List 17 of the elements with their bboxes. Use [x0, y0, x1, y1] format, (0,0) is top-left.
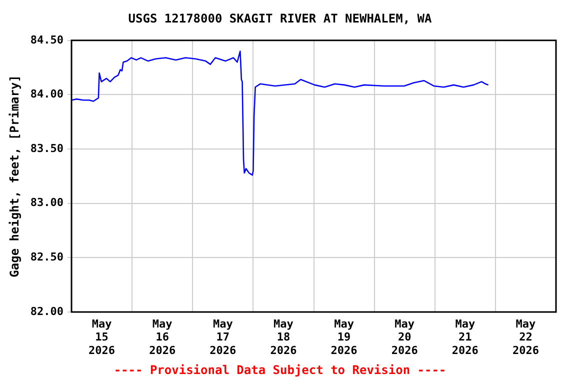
x-tick-label: May 15 2026 — [88, 317, 116, 357]
y-axis-title: Gage height, feet, [Primary] — [7, 75, 22, 278]
x-tick-label: May 17 2026 — [210, 317, 237, 357]
y-tick-label: 84.50 — [30, 33, 64, 46]
y-tick-label: 83.50 — [30, 142, 64, 155]
chart-title: USGS 12178000 SKAGIT RIVER AT NEWHALEM, WA — [128, 11, 432, 26]
x-tick-label: May 16 2026 — [149, 317, 176, 357]
y-tick-label: 82.50 — [30, 250, 64, 264]
x-tick-label: May 22 2026 — [512, 317, 540, 357]
y-tick-label: 83.00 — [30, 196, 64, 210]
text: ---- Provisional Data Subject to Revision ---- — [114, 362, 446, 377]
y-tick-label: 82.00 — [30, 304, 64, 318]
x-tick-label: May 20 2026 — [391, 317, 418, 357]
x-tick-label: May 21 2026 — [452, 317, 479, 357]
x-tick-label: May 19 2026 — [330, 317, 358, 357]
x-tick-label: May 18 2026 — [270, 317, 298, 357]
y-tick-label: 84.00 — [30, 88, 64, 101]
